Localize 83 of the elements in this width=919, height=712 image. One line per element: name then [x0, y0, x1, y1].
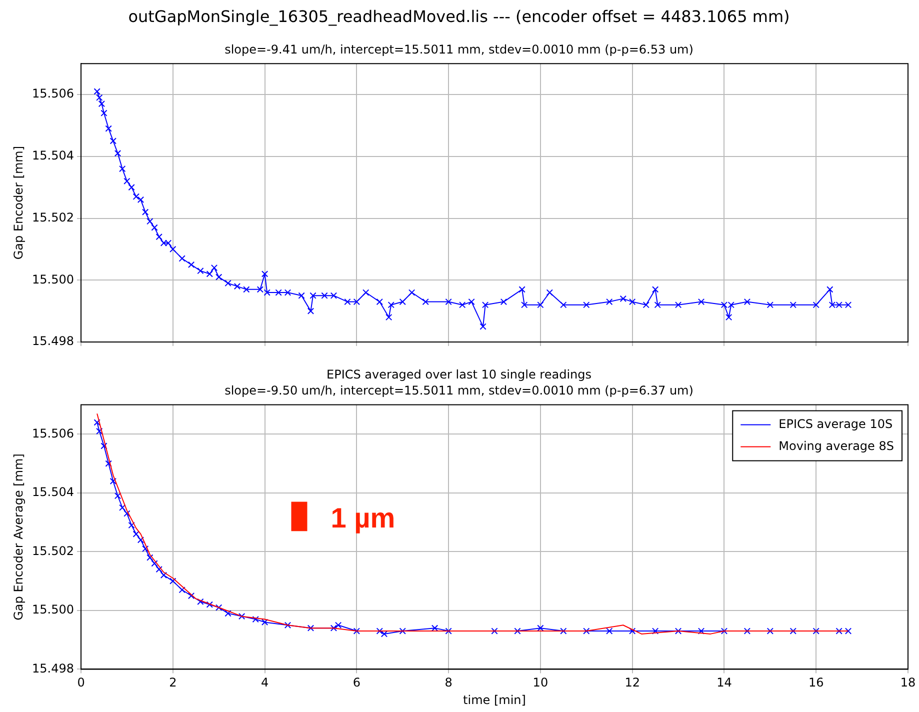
point [376, 628, 383, 634]
point [128, 522, 135, 529]
point [188, 592, 195, 600]
y-tick-label: 15.500 [32, 272, 74, 286]
y-tick-label: 15.498 [32, 334, 74, 348]
x-tick-label: 10 [532, 676, 548, 690]
legend-label: Moving average 8S [778, 438, 894, 453]
x-tick-label: 16 [808, 676, 824, 690]
y-tick-label: 15.502 [32, 210, 74, 224]
point [105, 460, 112, 467]
point [560, 628, 567, 634]
x-tick-label: 2 [169, 676, 177, 690]
point [445, 628, 452, 634]
point [652, 628, 659, 634]
point [216, 604, 222, 611]
chart-subtitle: slope=-9.41 um/h, intercept=15.5011 mm, stdev=0.0010 mm (p-p=6.53 um) [224, 42, 694, 57]
point [110, 478, 116, 485]
point [100, 442, 108, 450]
y-tick-label: 15.506 [32, 86, 74, 101]
point [491, 628, 498, 634]
point [353, 628, 360, 634]
legend-label: EPICS average 10S [778, 416, 893, 431]
point [238, 612, 246, 620]
point [124, 510, 130, 517]
y-axis-title: Gap Encoder Average [mm] [11, 454, 26, 620]
point [766, 628, 774, 634]
y-tick-label: 15.500 [32, 602, 74, 617]
point [94, 419, 100, 426]
point [790, 628, 796, 634]
point [380, 630, 388, 638]
point [812, 628, 820, 634]
point [114, 492, 122, 500]
point [629, 628, 636, 634]
point [142, 545, 149, 552]
x-tick-label: 6 [352, 676, 360, 690]
point [132, 530, 140, 538]
chart-subtitle: slope=-9.50 um/h, intercept=15.5011 mm, stdev=0.0010 mm (p-p=6.37 um) [224, 384, 694, 398]
point [119, 504, 126, 511]
chart-title: outGapMonSingle_16305_readheadMoved.lis --- (encoder offset = 4483.1065 mm) [128, 6, 790, 26]
point [197, 598, 204, 605]
y-axis-title: Gap Encoder [mm] [11, 146, 26, 260]
point [698, 628, 705, 634]
point [252, 616, 259, 623]
x-tick-label: 14 [716, 676, 732, 690]
point [583, 628, 590, 634]
x-axis-title: time [min] [463, 692, 526, 707]
point [170, 578, 176, 584]
point [431, 624, 438, 632]
point [156, 566, 162, 573]
point [137, 536, 144, 544]
point [720, 628, 728, 634]
x-tick-label: 0 [77, 676, 85, 690]
point [674, 628, 682, 634]
x-tick-label: 12 [624, 676, 640, 690]
x-tick-label: 8 [444, 676, 452, 690]
point [146, 554, 154, 561]
y-tick-label: 15.506 [32, 426, 74, 440]
point [606, 628, 613, 634]
point [261, 618, 268, 626]
point [844, 628, 852, 634]
point [307, 624, 314, 632]
x-tick-label: 18 [900, 676, 916, 690]
y-tick-label: 15.504 [32, 485, 74, 500]
point [744, 628, 751, 634]
point [284, 622, 292, 628]
point [330, 624, 338, 632]
y-tick-label: 15.498 [32, 661, 74, 676]
point [399, 628, 406, 634]
point [836, 628, 842, 634]
chart-title: EPICS averaged over last 10 single readings [326, 367, 592, 382]
point [178, 586, 186, 594]
y-tick-label: 15.502 [32, 544, 74, 558]
point [224, 610, 232, 617]
point [206, 601, 213, 608]
point [537, 624, 544, 632]
x-tick-label: 4 [260, 676, 269, 690]
y-tick-label: 15.504 [32, 148, 74, 163]
annotation: 1 µm [330, 502, 396, 534]
point [160, 572, 168, 579]
point [151, 560, 158, 567]
point [514, 628, 521, 634]
point [334, 622, 342, 628]
point [96, 428, 103, 435]
